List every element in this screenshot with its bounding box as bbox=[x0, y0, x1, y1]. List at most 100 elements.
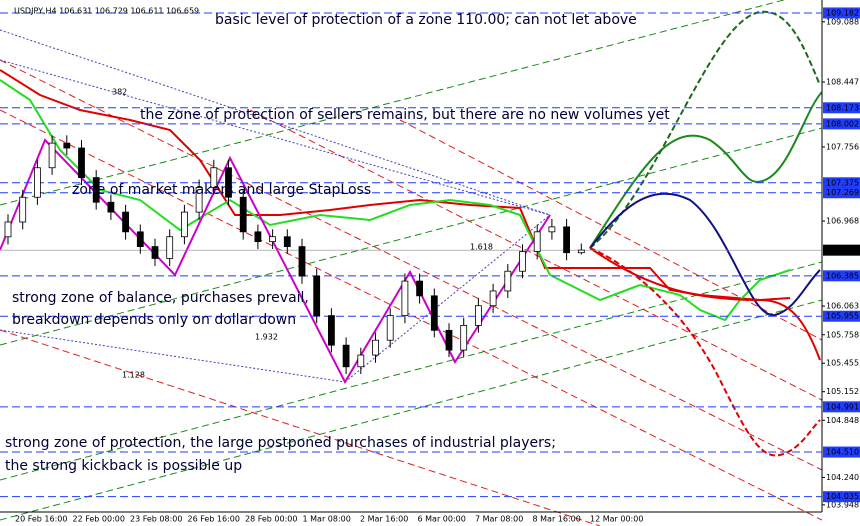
candle-body bbox=[180, 211, 188, 238]
annotation: basic level of protection of a zone 110.… bbox=[215, 12, 637, 28]
candle-body bbox=[327, 315, 335, 346]
y-tick-label: 105.758 bbox=[826, 330, 859, 339]
candle bbox=[401, 273, 409, 324]
last-price-label: 106.658 bbox=[826, 246, 859, 255]
level-label: 109.182 bbox=[826, 8, 859, 17]
level-label-box bbox=[823, 118, 860, 130]
candle-body bbox=[357, 354, 365, 368]
candle bbox=[210, 159, 218, 195]
candle-body bbox=[136, 231, 144, 247]
candle-body bbox=[504, 270, 512, 292]
candle-body bbox=[313, 275, 321, 316]
candle bbox=[122, 204, 129, 240]
y-tick-label: 108.447 bbox=[826, 78, 859, 87]
candle bbox=[460, 317, 468, 358]
candle bbox=[63, 135, 71, 156]
candle-body bbox=[386, 315, 394, 341]
candle bbox=[180, 204, 188, 245]
candle-body bbox=[430, 295, 438, 331]
candle-body bbox=[416, 280, 424, 297]
candle bbox=[225, 159, 232, 205]
candle-body bbox=[210, 167, 218, 188]
candle-body bbox=[107, 201, 115, 213]
candle bbox=[166, 229, 174, 266]
x-tick-label: 28 Feb 00:00 bbox=[245, 515, 297, 524]
level-label-box bbox=[823, 446, 860, 458]
level-label-box bbox=[823, 177, 860, 189]
y-tick-label: 104.240 bbox=[826, 473, 859, 482]
fib-label: 1.932 bbox=[255, 333, 278, 342]
candle-body bbox=[460, 325, 468, 351]
candle bbox=[239, 189, 247, 240]
candles bbox=[4, 135, 585, 375]
x-tick-label: 6 Mar 00:00 bbox=[418, 515, 466, 524]
candle-body bbox=[63, 142, 71, 149]
candle bbox=[48, 135, 56, 175]
candle-body bbox=[283, 236, 291, 247]
candle bbox=[548, 218, 556, 240]
levels bbox=[0, 12, 822, 498]
candle bbox=[107, 194, 115, 220]
candle-body bbox=[195, 187, 203, 213]
candle-body bbox=[372, 339, 379, 356]
candle bbox=[19, 189, 27, 230]
y-tick-label: 106.063 bbox=[826, 302, 859, 311]
candle bbox=[151, 238, 159, 266]
level-label-box bbox=[823, 401, 860, 413]
annotation: zone of market makers and large StapLoss bbox=[72, 182, 371, 198]
candle-body bbox=[489, 290, 497, 307]
candle bbox=[504, 264, 512, 298]
y-tick-label: 103.948 bbox=[826, 500, 859, 509]
x-tick-label: 8 Mar 16:00 bbox=[533, 515, 581, 524]
level-label-box bbox=[823, 7, 860, 19]
candle-body bbox=[48, 142, 56, 169]
x-tick-label: 2 Mar 16:00 bbox=[360, 515, 408, 524]
level-label: 104.510 bbox=[826, 448, 859, 457]
level-label: 107.269 bbox=[826, 188, 859, 197]
y-tick-label: 109.088 bbox=[826, 17, 859, 26]
fib-label: 382 bbox=[112, 88, 127, 97]
candle bbox=[283, 229, 291, 254]
candle bbox=[430, 288, 438, 338]
fib-label: 1.618 bbox=[470, 243, 493, 252]
candle bbox=[34, 159, 41, 205]
candle-body bbox=[577, 249, 585, 254]
annotation: the zone of protection of sellers remain… bbox=[140, 107, 670, 123]
candle bbox=[533, 224, 541, 260]
candle-body bbox=[445, 329, 453, 351]
price-axis: 109.088 108.447 107.756 106.968 106.063 105.7… bbox=[15, 7, 860, 524]
candle bbox=[416, 273, 424, 304]
x-tick-label: 1 Mar 08:00 bbox=[303, 515, 351, 524]
y-tick-label: 105.455 bbox=[826, 359, 859, 368]
candle-body bbox=[34, 167, 41, 198]
annotation: strong zone of protection, the large pos… bbox=[5, 435, 556, 451]
level-label: 106.385 bbox=[826, 271, 859, 280]
candle bbox=[195, 179, 203, 220]
level-label-box bbox=[823, 187, 860, 199]
candle-body bbox=[533, 231, 541, 252]
candle-body bbox=[92, 177, 100, 203]
candle bbox=[269, 229, 277, 250]
level-label: 108.173 bbox=[826, 103, 859, 112]
last-price-box bbox=[823, 244, 860, 256]
candle-body bbox=[19, 196, 27, 223]
y-tick-label: 104.848 bbox=[826, 416, 859, 425]
candle-body bbox=[239, 196, 247, 233]
level-label-box bbox=[823, 310, 860, 322]
candle bbox=[357, 347, 365, 375]
annotation: the strong kickback is possible up bbox=[5, 458, 242, 474]
x-tick-label: 12 Mar 00:00 bbox=[590, 515, 643, 524]
level-label: 107.375 bbox=[826, 178, 859, 187]
candle bbox=[577, 243, 585, 255]
fib-label: 1.128 bbox=[122, 371, 145, 380]
level-label: 104.035 bbox=[826, 492, 859, 501]
candle bbox=[136, 224, 144, 254]
candle-body bbox=[548, 226, 556, 233]
level-label-box bbox=[823, 491, 860, 503]
candle-body bbox=[166, 236, 174, 259]
x-tick-label: 26 Feb 16:00 bbox=[188, 515, 240, 524]
y-tick-label: 105.152 bbox=[826, 387, 859, 396]
candle bbox=[372, 332, 379, 363]
